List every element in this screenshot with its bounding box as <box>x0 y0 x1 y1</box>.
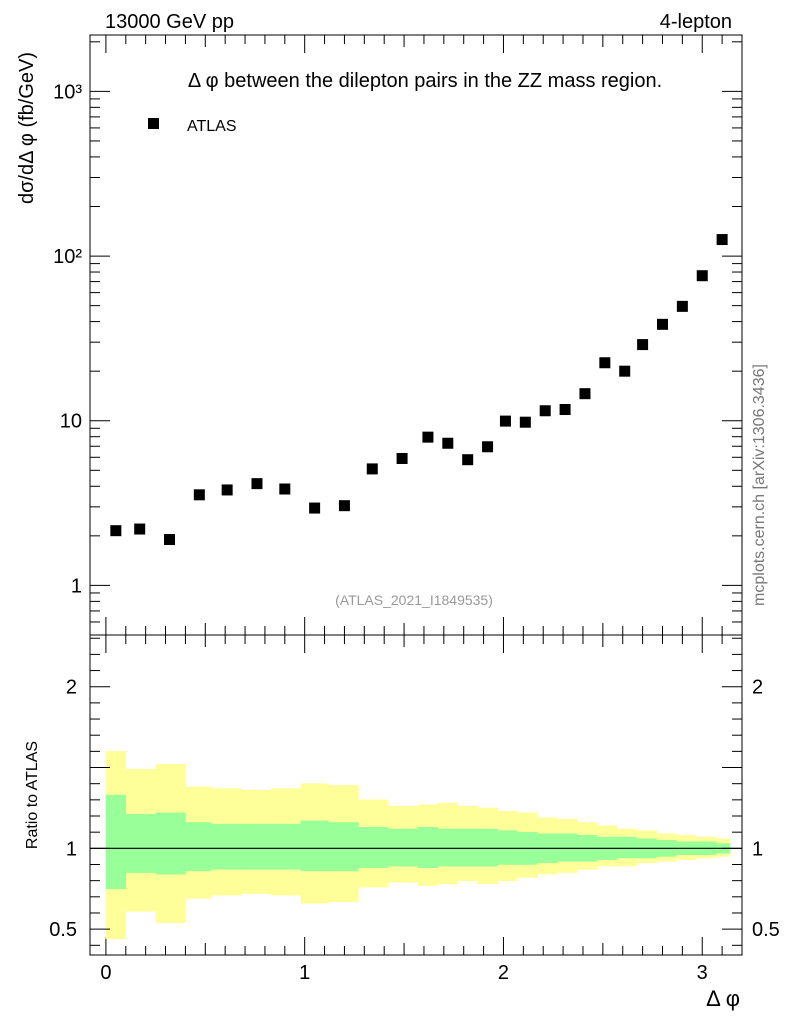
analysis-watermark: (ATLAS_2021_I1849535) <box>335 592 493 608</box>
ratio-y-tick-labels-left: 0.5 1 2 <box>49 677 77 941</box>
y-tick-label-100: 10² <box>53 246 82 268</box>
x-tick-label-1: 1 <box>299 962 310 984</box>
data-point <box>338 500 350 512</box>
data-point <box>309 502 321 514</box>
band-bin <box>125 814 156 873</box>
band-bin <box>270 823 301 870</box>
ratio-panel: Ratio to ATLAS 0.5 1 2 0.5 1 2 0 1 2 3 Δ… <box>24 634 780 1011</box>
y-tick-label-1: 1 <box>71 575 82 597</box>
band-bin <box>387 828 419 867</box>
x-tick-label-0: 0 <box>100 962 111 984</box>
x-tick-labels: 0 1 2 3 <box>100 962 707 984</box>
data-point <box>559 404 571 416</box>
uncertainty-band-green <box>105 794 731 889</box>
data-point <box>134 523 146 535</box>
data-point <box>221 484 233 496</box>
data-point <box>193 489 205 501</box>
data-point <box>110 525 122 537</box>
data-point <box>482 441 494 453</box>
data-point <box>499 415 511 427</box>
ratio-y-axis-label: Ratio to ATLAS <box>24 741 41 849</box>
main-y-tick-labels: 1 10 10² 10³ <box>53 81 82 597</box>
band-bin <box>358 827 389 868</box>
band-bin <box>437 828 458 867</box>
main-panel: dσ/dΔ φ (fb/GeV) Δ φ between the dilepto… <box>16 34 743 955</box>
x-tick-label-2: 2 <box>498 962 509 984</box>
data-point <box>519 416 531 428</box>
band-bin <box>300 820 329 872</box>
band-bin <box>477 828 498 867</box>
band-bin <box>105 794 127 889</box>
band-bin <box>240 823 272 870</box>
header-right-label: 4-lepton <box>660 11 732 33</box>
data-point <box>619 365 631 377</box>
x-tick-label-3: 3 <box>697 962 708 984</box>
data-point <box>442 437 454 449</box>
band-bin <box>155 812 186 875</box>
ratio-y-tick-label-right-1: 1 <box>752 838 763 860</box>
data-point <box>599 357 611 369</box>
main-title: Δ φ between the dilepton pairs in the ZZ… <box>188 70 662 92</box>
data-point <box>422 431 434 443</box>
data-point <box>539 405 551 417</box>
ratio-y-tick-labels-right: 0.5 1 2 <box>752 677 780 941</box>
ratio-y-tick-label-2: 2 <box>66 677 77 699</box>
ratio-axis-ticks <box>90 637 742 946</box>
data-point <box>251 478 263 490</box>
data-point <box>637 339 649 351</box>
band-bin <box>616 836 637 859</box>
band-bin <box>417 827 439 868</box>
side-label: mcplots.cern.ch [arXiv:1306.3436] <box>751 364 768 606</box>
data-point <box>164 534 176 546</box>
header-left-label: 13000 GeV pp <box>105 11 234 33</box>
band-bin <box>457 828 478 867</box>
band-bin <box>185 822 212 872</box>
data-point <box>366 463 378 475</box>
y-tick-label-10: 10 <box>60 411 82 433</box>
data-point <box>396 452 408 464</box>
data-point <box>656 318 668 330</box>
data-point <box>716 234 728 246</box>
data-points <box>110 234 728 546</box>
band-bin <box>211 823 242 870</box>
main-axis-ticks <box>90 35 743 955</box>
ratio-frame <box>89 634 743 956</box>
main-y-axis-label: dσ/dΔ φ (fb/GeV) <box>16 52 38 204</box>
data-point <box>579 388 591 400</box>
data-point <box>676 300 688 312</box>
y-tick-label-1000: 10³ <box>53 81 82 103</box>
band-bin <box>328 822 359 872</box>
legend-label: ATLAS <box>187 118 237 135</box>
data-point <box>696 270 708 282</box>
ratio-y-tick-label-1: 1 <box>66 838 77 860</box>
x-axis-label: Δ φ <box>706 986 740 1011</box>
legend-marker <box>148 118 159 129</box>
data-point <box>279 483 291 495</box>
data-point <box>462 454 474 466</box>
band-bin <box>497 830 518 865</box>
ratio-y-tick-label-right-0-5: 0.5 <box>752 919 780 941</box>
band-bin <box>556 833 578 862</box>
ratio-y-tick-label-right-2: 2 <box>752 677 763 699</box>
ratio-y-tick-label-0-5: 0.5 <box>49 919 77 941</box>
